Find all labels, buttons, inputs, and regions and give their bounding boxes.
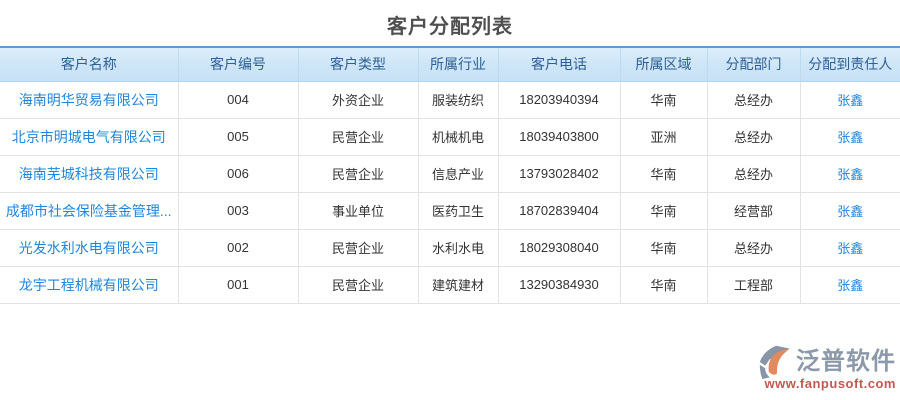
assignee-link[interactable]: 张鑫 [837, 93, 864, 108]
phone-cell: 13290384930 [498, 266, 621, 304]
table-row: 龙宇工程机械有限公司 001 民营企业 建筑建材 13290384930 华南 … [0, 266, 900, 304]
page-title: 客户分配列表 [387, 16, 513, 38]
customer-type-cell: 事业单位 [298, 192, 419, 230]
department-cell: 总经办 [707, 229, 801, 267]
assignee-link[interactable]: 张鑫 [837, 130, 864, 145]
customer-type-cell: 民营企业 [298, 118, 419, 156]
region-cell: 华南 [620, 229, 708, 267]
customer-name-cell: 海南明华贸易有限公司 [0, 81, 179, 119]
customer-allocation-table: 客户名称 客户编号 客户类型 所属行业 客户电话 所属区域 分配部门 分配到责任… [0, 46, 900, 304]
col-header-customer-code: 客户编号 [178, 46, 299, 82]
phone-cell: 18029308040 [498, 229, 621, 267]
col-header-region: 所属区域 [620, 46, 708, 82]
assignee-cell: 张鑫 [800, 229, 900, 267]
assignee-cell: 张鑫 [800, 266, 900, 304]
region-cell: 亚洲 [620, 118, 708, 156]
assignee-link[interactable]: 张鑫 [837, 278, 864, 293]
fanpu-logo-icon [759, 345, 790, 380]
customer-code-cell: 002 [178, 229, 299, 267]
customer-type-cell: 民营企业 [298, 155, 419, 193]
col-header-department: 分配部门 [707, 46, 801, 82]
customer-name-cell: 成都市社会保险基金管理... [0, 192, 179, 230]
col-header-phone: 客户电话 [498, 46, 621, 82]
phone-cell: 18203940394 [498, 81, 621, 119]
department-cell: 经营部 [707, 192, 801, 230]
department-cell: 总经办 [707, 118, 801, 156]
customer-type-cell: 民营企业 [298, 229, 419, 267]
industry-cell: 水利水电 [418, 229, 499, 267]
customer-name-link[interactable]: 光发水利水电有限公司 [18, 239, 159, 256]
col-header-assignee: 分配到责任人 [800, 46, 900, 82]
customer-name-cell: 北京市明城电气有限公司 [0, 118, 179, 156]
region-cell: 华南 [620, 192, 708, 230]
table-row: 成都市社会保险基金管理... 003 事业单位 医药卫生 18702839404… [0, 192, 900, 230]
region-cell: 华南 [620, 81, 708, 119]
customer-name-cell: 海南芜城科技有限公司 [0, 155, 179, 193]
col-header-customer-name: 客户名称 [0, 46, 179, 82]
assignee-cell: 张鑫 [800, 192, 900, 230]
department-cell: 工程部 [707, 266, 801, 304]
col-header-customer-type: 客户类型 [298, 46, 419, 82]
fanpu-url: www.fanpusoft.com [764, 376, 896, 391]
customer-name-link[interactable]: 海南芜城科技有限公司 [18, 165, 159, 182]
table-header-row: 客户名称 客户编号 客户类型 所属行业 客户电话 所属区域 分配部门 分配到责任… [0, 46, 900, 82]
fanpu-watermark: 泛普软件 www.fanpusoft.com [758, 344, 896, 391]
industry-cell: 医药卫生 [418, 192, 499, 230]
assignee-cell: 张鑫 [800, 81, 900, 119]
region-cell: 华南 [620, 155, 708, 193]
assignee-cell: 张鑫 [800, 155, 900, 193]
industry-cell: 信息产业 [418, 155, 499, 193]
industry-cell: 建筑建材 [418, 266, 499, 304]
customer-name-link[interactable]: 龙宇工程机械有限公司 [18, 276, 159, 293]
customer-code-cell: 005 [178, 118, 299, 156]
customer-code-cell: 001 [178, 266, 299, 304]
customer-name-link[interactable]: 成都市社会保险基金管理... [5, 202, 172, 219]
customer-name-cell: 龙宇工程机械有限公司 [0, 266, 179, 304]
assignee-link[interactable]: 张鑫 [837, 167, 864, 182]
region-cell: 华南 [620, 266, 708, 304]
table-row: 光发水利水电有限公司 002 民营企业 水利水电 18029308040 华南 … [0, 229, 900, 267]
customer-code-cell: 006 [178, 155, 299, 193]
customer-code-cell: 004 [178, 81, 299, 119]
phone-cell: 18702839404 [498, 192, 621, 230]
customer-type-cell: 民营企业 [298, 266, 419, 304]
customer-name-cell: 光发水利水电有限公司 [0, 229, 179, 267]
customer-name-link[interactable]: 北京市明城电气有限公司 [11, 128, 166, 145]
table-row: 北京市明城电气有限公司 005 民营企业 机械机电 18039403800 亚洲… [0, 118, 900, 156]
table-row: 海南明华贸易有限公司 004 外资企业 服装纺织 18203940394 华南 … [0, 81, 900, 119]
assignee-link[interactable]: 张鑫 [837, 204, 864, 219]
table-row: 海南芜城科技有限公司 006 民营企业 信息产业 13793028402 华南 … [0, 155, 900, 193]
phone-cell: 13793028402 [498, 155, 621, 193]
department-cell: 总经办 [707, 81, 801, 119]
phone-cell: 18039403800 [498, 118, 621, 156]
col-header-industry: 所属行业 [418, 46, 499, 82]
industry-cell: 服装纺织 [418, 81, 499, 119]
customer-code-cell: 003 [178, 192, 299, 230]
customer-name-link[interactable]: 海南明华贸易有限公司 [18, 91, 159, 108]
fanpu-brand-text: 泛普软件 [796, 348, 896, 375]
department-cell: 总经办 [707, 155, 801, 193]
assignee-cell: 张鑫 [800, 118, 900, 156]
assignee-link[interactable]: 张鑫 [837, 241, 864, 256]
industry-cell: 机械机电 [418, 118, 499, 156]
customer-type-cell: 外资企业 [298, 81, 419, 119]
